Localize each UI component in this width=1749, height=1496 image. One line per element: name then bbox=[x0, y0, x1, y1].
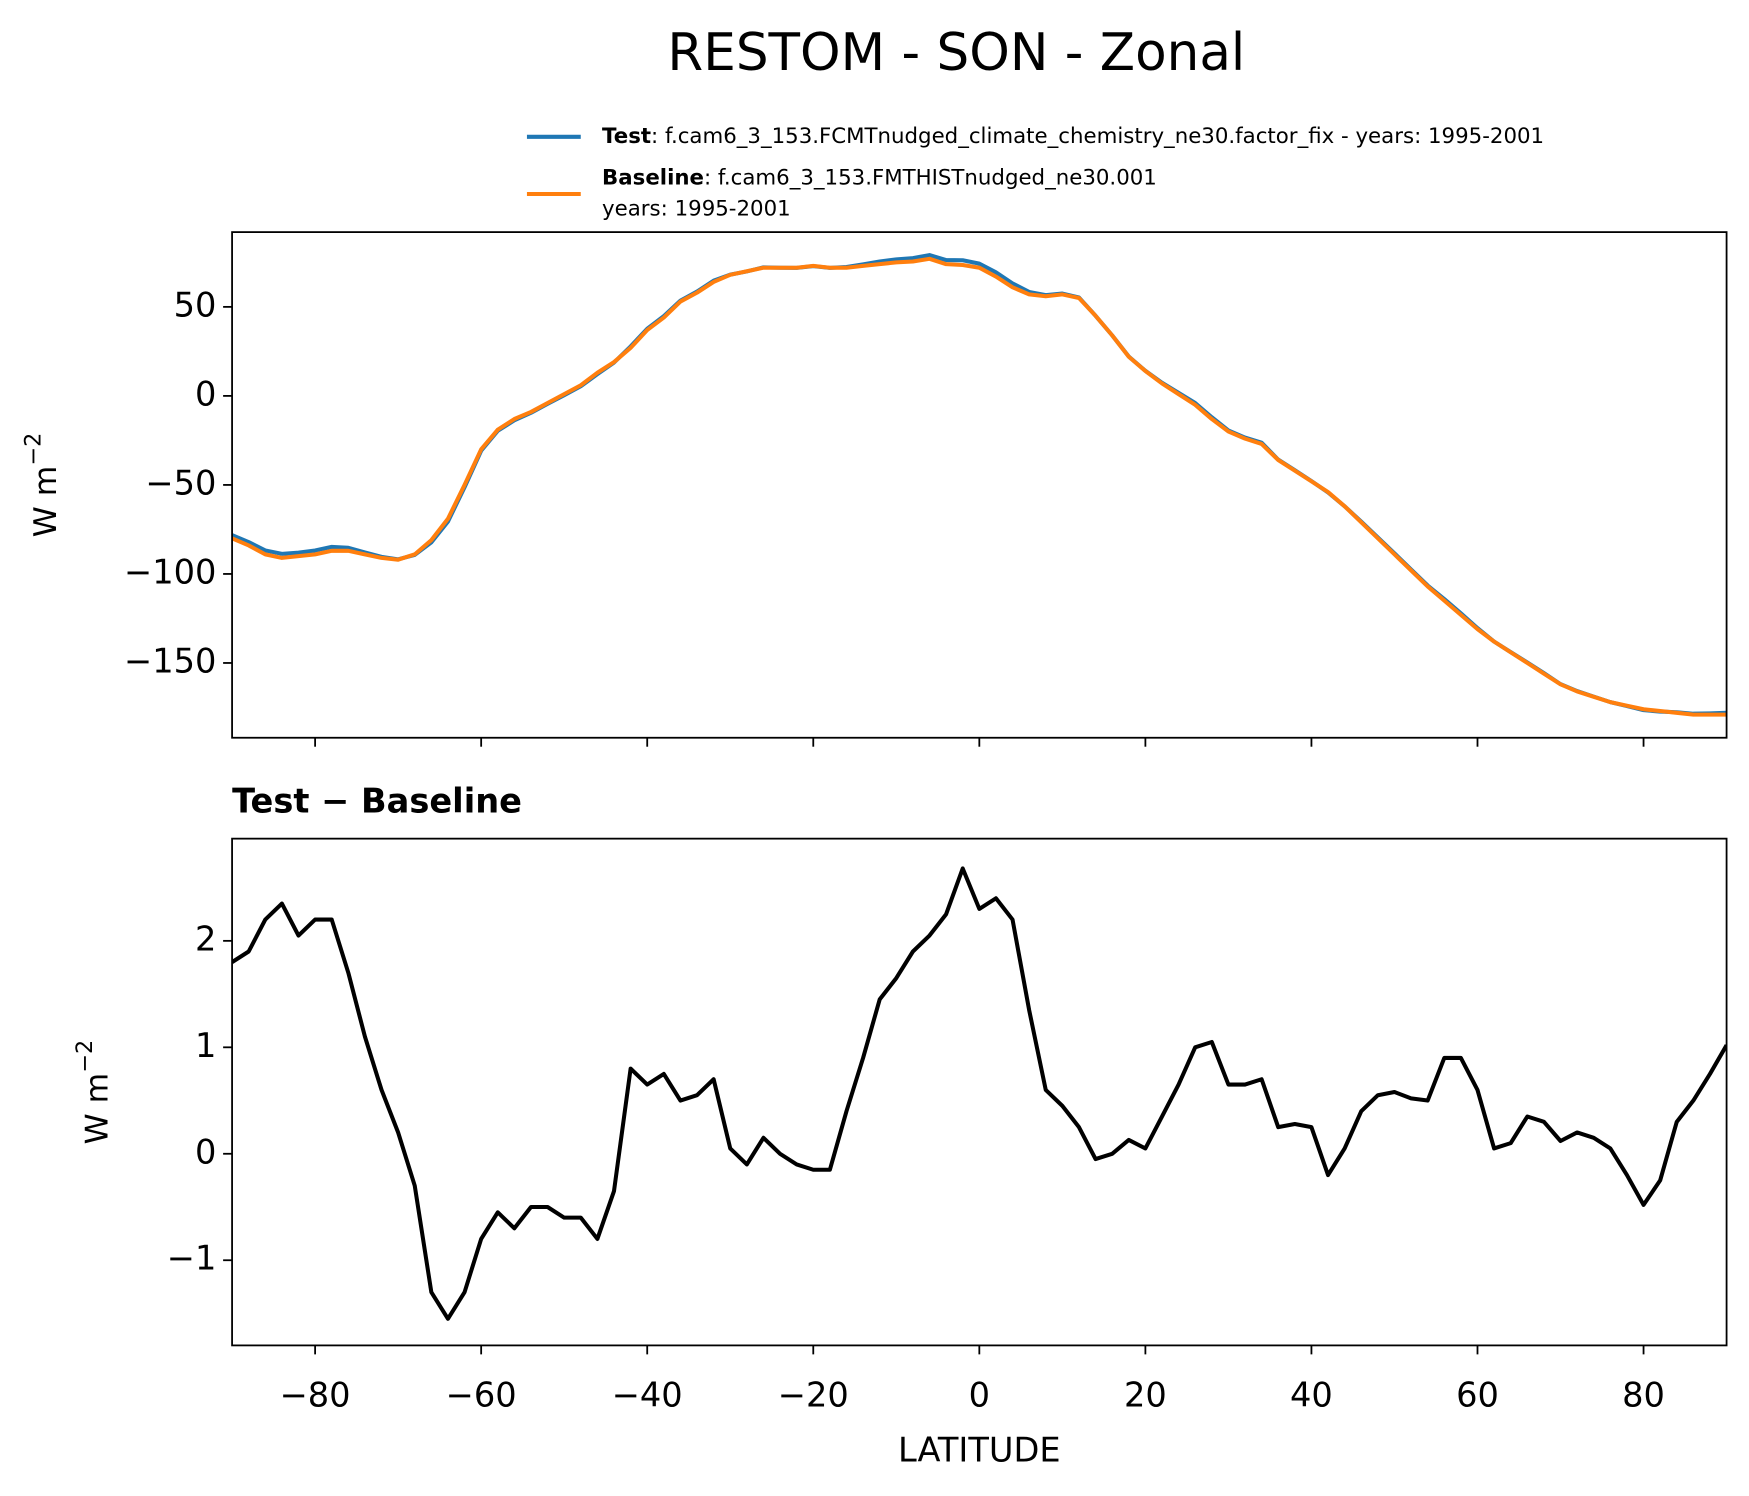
y-axis-label: W m−2 bbox=[72, 1040, 116, 1145]
subplot-title: Test − Baseline bbox=[232, 781, 522, 820]
x-tick-label: −20 bbox=[778, 1375, 849, 1414]
x-tick-label: −40 bbox=[612, 1375, 683, 1414]
legend-label: years: 1995-2001 bbox=[602, 197, 791, 222]
x-tick-label: 20 bbox=[1124, 1375, 1167, 1414]
y-tick-label: 0 bbox=[195, 1132, 216, 1171]
x-axis-label: LATITUDE bbox=[898, 1430, 1061, 1469]
y-axis-label-superscript: −2 bbox=[20, 433, 46, 466]
axes-frame bbox=[231, 231, 1728, 739]
legend-series-name: Test bbox=[602, 124, 651, 149]
y-tick-label: −50 bbox=[145, 463, 216, 502]
y-axis-label-text: W m bbox=[28, 466, 64, 538]
legend-description: : f.cam6_3_153.FCMTnudged_climate_chemis… bbox=[651, 124, 1544, 149]
legend-description: : f.cam6_3_153.FMTHISTnudged_ne30.001 bbox=[704, 165, 1157, 190]
x-tick-label: −60 bbox=[446, 1375, 517, 1414]
y-axis-label-text: W m bbox=[80, 1073, 116, 1145]
x-tick-label: 80 bbox=[1622, 1375, 1665, 1414]
data-line bbox=[232, 256, 1727, 717]
x-tick-label: 0 bbox=[969, 1375, 990, 1414]
y-tick-label: −150 bbox=[124, 641, 216, 680]
y-tick-label: 0 bbox=[195, 374, 216, 413]
figure-title: RESTOM - SON - Zonal bbox=[667, 23, 1245, 83]
x-tick-label: 40 bbox=[1290, 1375, 1333, 1414]
y-tick-label: −1 bbox=[167, 1239, 217, 1278]
y-tick-label: −100 bbox=[124, 552, 216, 591]
y-tick-label: 50 bbox=[174, 285, 217, 324]
y-axis-label-superscript: −2 bbox=[72, 1040, 98, 1073]
x-tick-label: 60 bbox=[1456, 1375, 1499, 1414]
y-axis-label: W m−2 bbox=[20, 433, 64, 538]
y-tick-label: 2 bbox=[195, 919, 216, 958]
legend-label: Baseline: f.cam6_3_153.FMTHISTnudged_ne3… bbox=[602, 165, 1157, 190]
axes-frame bbox=[231, 837, 1728, 1347]
legend-label: Test: f.cam6_3_153.FCMTnudged_climate_ch… bbox=[602, 124, 1544, 149]
legend-series-name: Baseline bbox=[602, 165, 704, 190]
data-line bbox=[232, 866, 1727, 1321]
legend-description: years: 1995-2001 bbox=[602, 197, 791, 222]
x-tick-label: −80 bbox=[280, 1375, 351, 1414]
y-tick-label: 1 bbox=[195, 1026, 216, 1065]
